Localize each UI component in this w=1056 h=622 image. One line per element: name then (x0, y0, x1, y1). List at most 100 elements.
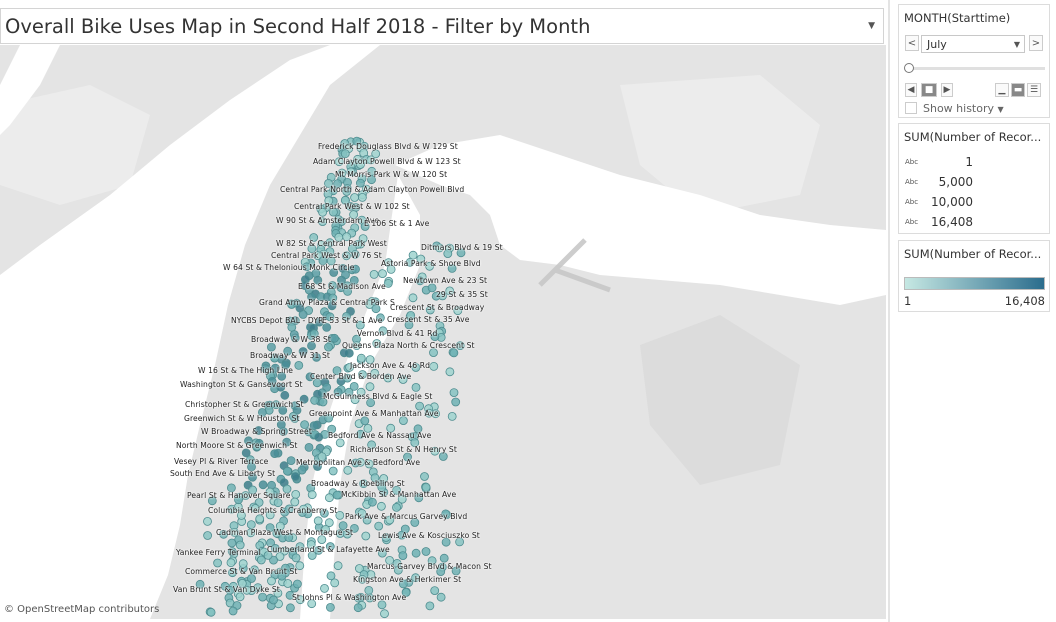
station-marker[interactable] (230, 527, 239, 537)
station-marker[interactable] (333, 179, 343, 189)
station-marker[interactable] (449, 388, 459, 398)
station-marker[interactable] (247, 574, 256, 583)
station-marker[interactable] (242, 585, 252, 595)
station-marker[interactable] (235, 592, 245, 602)
station-marker[interactable] (425, 261, 435, 271)
station-marker[interactable] (365, 593, 375, 603)
month-select[interactable]: July ▼ (921, 35, 1025, 53)
station-marker[interactable] (266, 538, 276, 548)
station-marker[interactable] (325, 603, 335, 612)
station-marker[interactable] (207, 496, 217, 506)
station-marker[interactable] (291, 489, 301, 499)
station-marker[interactable] (318, 397, 328, 407)
station-marker[interactable] (403, 452, 412, 462)
station-marker[interactable] (401, 588, 411, 597)
station-marker[interactable] (299, 504, 309, 514)
station-marker[interactable] (421, 482, 431, 492)
station-marker[interactable] (326, 571, 336, 581)
station-marker[interactable] (325, 542, 335, 551)
station-marker[interactable] (410, 438, 420, 448)
station-marker[interactable] (285, 590, 295, 600)
station-marker[interactable] (370, 473, 380, 483)
station-marker[interactable] (328, 207, 338, 217)
station-marker[interactable] (280, 390, 290, 400)
station-marker[interactable] (265, 523, 275, 533)
station-marker[interactable] (309, 421, 319, 431)
station-marker[interactable] (430, 586, 440, 595)
station-marker[interactable] (322, 322, 332, 332)
speed-medium-icon[interactable]: ▬ (1011, 83, 1025, 97)
station-marker[interactable] (350, 193, 360, 202)
station-marker[interactable] (324, 413, 334, 423)
station-marker[interactable] (352, 136, 362, 146)
station-marker[interactable] (295, 561, 305, 571)
station-marker[interactable] (377, 482, 387, 492)
station-marker[interactable] (286, 456, 296, 466)
station-marker[interactable] (456, 248, 466, 258)
month-slider-track[interactable] (909, 67, 1045, 70)
station-marker[interactable] (397, 494, 407, 504)
station-marker[interactable] (367, 175, 376, 185)
station-marker[interactable] (367, 166, 377, 176)
station-marker[interactable] (228, 606, 238, 616)
station-marker[interactable] (313, 251, 323, 261)
station-marker[interactable] (339, 348, 349, 358)
station-marker[interactable] (383, 278, 393, 288)
station-marker[interactable] (282, 466, 292, 476)
station-marker[interactable] (324, 493, 334, 503)
station-marker[interactable] (398, 579, 408, 589)
station-marker[interactable] (349, 523, 359, 533)
station-marker[interactable] (309, 329, 319, 339)
station-marker[interactable] (430, 332, 440, 342)
station-marker[interactable] (429, 348, 438, 358)
station-marker[interactable] (306, 540, 316, 550)
station-marker[interactable] (246, 528, 256, 538)
station-marker[interactable] (357, 192, 367, 202)
station-marker[interactable] (408, 293, 418, 303)
station-marker[interactable] (270, 543, 280, 553)
station-marker[interactable] (342, 529, 352, 539)
station-marker[interactable] (364, 459, 374, 469)
station-marker[interactable] (275, 521, 285, 531)
station-marker[interactable] (410, 518, 420, 527)
station-marker[interactable] (416, 254, 426, 264)
station-marker[interactable] (447, 411, 457, 421)
speed-fast-icon[interactable]: ☰ (1027, 83, 1041, 97)
station-marker[interactable] (248, 472, 257, 482)
station-marker[interactable] (195, 579, 205, 589)
station-marker[interactable] (356, 387, 366, 397)
station-marker[interactable] (295, 542, 305, 552)
station-marker[interactable] (312, 352, 321, 362)
station-marker[interactable] (318, 207, 328, 217)
station-marker[interactable] (228, 568, 237, 578)
station-marker[interactable] (236, 510, 246, 520)
station-marker[interactable] (404, 320, 414, 330)
station-marker[interactable] (349, 381, 359, 391)
station-marker[interactable] (307, 599, 317, 609)
station-marker[interactable] (367, 497, 377, 507)
station-marker[interactable] (400, 524, 410, 534)
station-marker[interactable] (415, 276, 425, 286)
station-marker[interactable] (445, 286, 455, 296)
station-marker[interactable] (263, 550, 273, 560)
station-marker[interactable] (392, 485, 402, 495)
station-marker[interactable] (345, 362, 355, 372)
map-canvas[interactable] (0, 45, 886, 619)
station-marker[interactable] (350, 395, 360, 405)
station-marker[interactable] (256, 555, 266, 565)
station-marker[interactable] (325, 312, 335, 322)
station-marker[interactable] (297, 465, 307, 475)
station-marker[interactable] (366, 398, 376, 408)
station-marker[interactable] (282, 484, 292, 494)
station-marker[interactable] (298, 310, 308, 319)
station-marker[interactable] (324, 518, 334, 528)
station-marker[interactable] (406, 310, 416, 320)
station-marker[interactable] (411, 382, 421, 392)
station-marker[interactable] (438, 291, 447, 301)
station-marker[interactable] (213, 558, 223, 568)
step-back-icon[interactable]: ◀ (905, 83, 917, 97)
station-marker[interactable] (277, 371, 287, 381)
station-marker[interactable] (360, 222, 370, 231)
station-marker[interactable] (429, 361, 439, 371)
station-marker[interactable] (355, 320, 365, 330)
